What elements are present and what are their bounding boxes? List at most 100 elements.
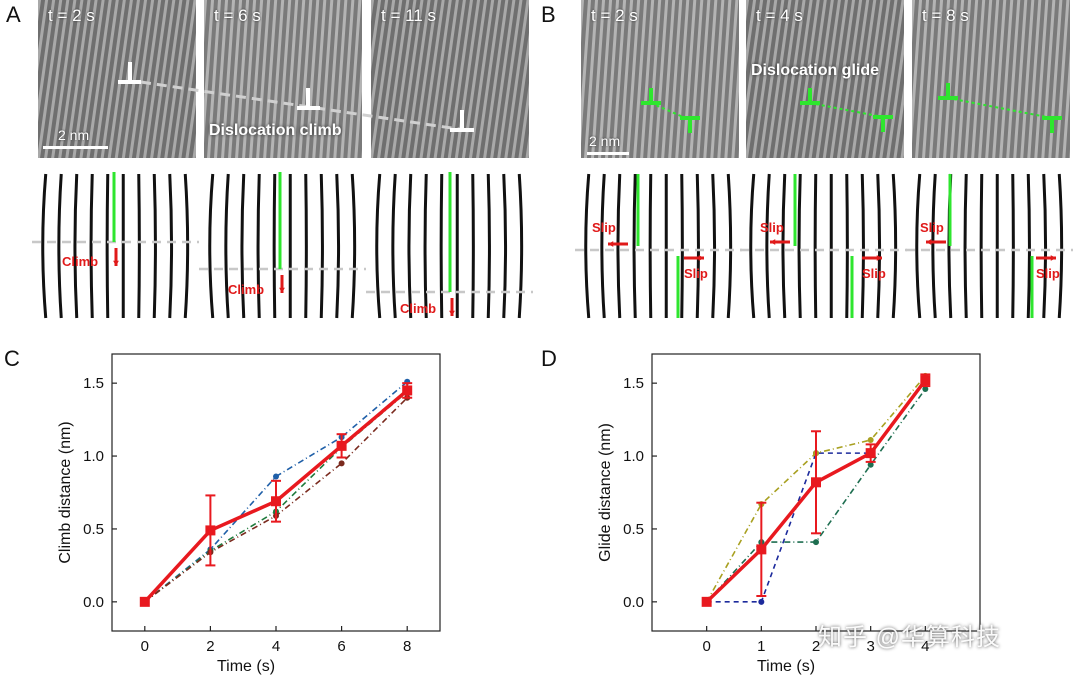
x-tick-label: 2 [206, 638, 214, 655]
dislocation-symbol-icon [297, 88, 320, 110]
tem-frame-b3: t = 8 s [912, 0, 1070, 158]
lattice-plane [711, 173, 717, 319]
lattice-plane [272, 173, 277, 319]
dislocation-symbol-icon [800, 88, 820, 105]
schematic-label: Slip [760, 220, 784, 235]
schematic-label: Climb [400, 301, 436, 316]
data-point [867, 437, 874, 444]
x-tick-label: 3 [866, 638, 874, 655]
arrowhead-icon [770, 239, 776, 245]
arrowhead-icon [926, 239, 932, 245]
data-point [273, 473, 279, 480]
lattice-plane [152, 173, 157, 319]
frame-time-label: t = 2 s [48, 6, 95, 25]
tem-frame-a1: t = 2 s 2 nm [38, 0, 196, 158]
panel-letter-a: A [6, 2, 21, 27]
y-tick-label: 1.5 [83, 375, 104, 392]
lattice-plane [781, 173, 787, 319]
lattice-plane [749, 173, 756, 319]
dislocation-symbol-icon [938, 83, 958, 100]
lattice-image [204, 0, 362, 158]
data-point [813, 539, 819, 546]
glide-caption: Dislocation glide [751, 62, 880, 79]
tem-frame-b1: t = 2 s 2 nm [581, 0, 739, 158]
lattice-plane [168, 173, 174, 319]
x-tick-label: 4 [921, 638, 929, 655]
data-point [865, 448, 876, 459]
scale-bar-label: 2 nm [589, 133, 621, 149]
lattice-plane [860, 173, 865, 319]
data-point [922, 385, 929, 392]
data-point [758, 598, 765, 605]
data-point [271, 496, 281, 507]
dislocation-symbol-icon [641, 88, 661, 105]
lattice-schematics: Climb Climb Climb Slip Slip Slip Slip Slip Slip [32, 172, 1073, 319]
lattice-plane [183, 173, 190, 319]
x-tick-label: 2 [812, 638, 820, 655]
lattice-plane [391, 173, 397, 319]
lattice-plane [726, 173, 733, 319]
lattice-plane [648, 173, 653, 319]
data-point [811, 477, 821, 488]
x-tick-label: 1 [757, 638, 765, 655]
panel-letter-b: B [541, 2, 556, 27]
climb-overlay [118, 62, 474, 132]
lattice-image [912, 0, 1070, 158]
lattice-plane [765, 173, 771, 319]
climb-caption: Dislocation climb [209, 122, 342, 139]
dislocation-symbol-icon [1042, 116, 1062, 133]
dislocation-symbol-icon [450, 110, 474, 132]
data-point [205, 525, 216, 536]
lattice-plane [375, 173, 382, 319]
lattice-plane [335, 173, 341, 319]
x-tick-label: 8 [403, 638, 411, 655]
panel-letter-d: D [541, 346, 557, 371]
lattice-plane [1042, 173, 1048, 319]
dislocation-symbol-icon [118, 62, 141, 84]
lattice-plane [1057, 173, 1064, 319]
climb-distance-chart: 0 2 4 6 8 0.0 0.5 1.0 1.5 Time (s) Climb distance … [57, 353, 441, 675]
lattice-plane [584, 173, 591, 319]
arrowhead-icon [876, 255, 882, 261]
arrowhead-icon [698, 255, 704, 261]
y-axis-label: Climb distance (nm) [57, 421, 74, 563]
y-tick-label: 0.5 [83, 521, 104, 538]
lattice-plane [891, 173, 898, 319]
y-tick-label: 0.0 [83, 594, 104, 611]
dislocation-symbol-icon [680, 116, 700, 133]
lattice-plane [876, 173, 882, 319]
lattice-plane [1011, 173, 1015, 319]
arrowhead-icon [449, 310, 455, 316]
data-point [336, 440, 347, 451]
arrowhead-icon [1050, 255, 1056, 261]
dislocation-symbol-icon [873, 115, 893, 132]
lattice-plane [471, 173, 475, 319]
frame-time-label: t = 6 s [214, 6, 261, 25]
frame-time-label: t = 11 s [381, 6, 436, 25]
data-point [920, 375, 931, 386]
frame-time-label: t = 8 s [922, 6, 969, 25]
x-axis-label: Time (s) [757, 658, 815, 675]
data-point [756, 544, 767, 555]
lattice-plane [813, 173, 818, 319]
x-tick-label: 0 [702, 638, 710, 655]
lattice-plane [208, 173, 215, 319]
lattice-plane [797, 173, 802, 319]
lattice-plane [502, 173, 508, 319]
y-tick-label: 1.0 [83, 448, 104, 465]
tem-frame-b2: t = 4 s Dislocation glide [746, 0, 904, 158]
lattice-plane [73, 173, 79, 319]
lattice-plane [319, 173, 324, 319]
data-point [402, 385, 413, 396]
lattice-plane [963, 173, 968, 319]
lattice-plane [979, 173, 984, 319]
lattice-plane [256, 173, 261, 319]
x-axis-label: Time (s) [217, 658, 275, 675]
lattice-plane [137, 173, 141, 319]
arrowhead-icon [113, 260, 119, 266]
lattice-image [38, 0, 196, 158]
lattice-plane [632, 173, 637, 319]
lattice-plane [486, 173, 491, 319]
lattice-plane [224, 173, 230, 319]
y-tick-label: 1.0 [623, 448, 644, 465]
